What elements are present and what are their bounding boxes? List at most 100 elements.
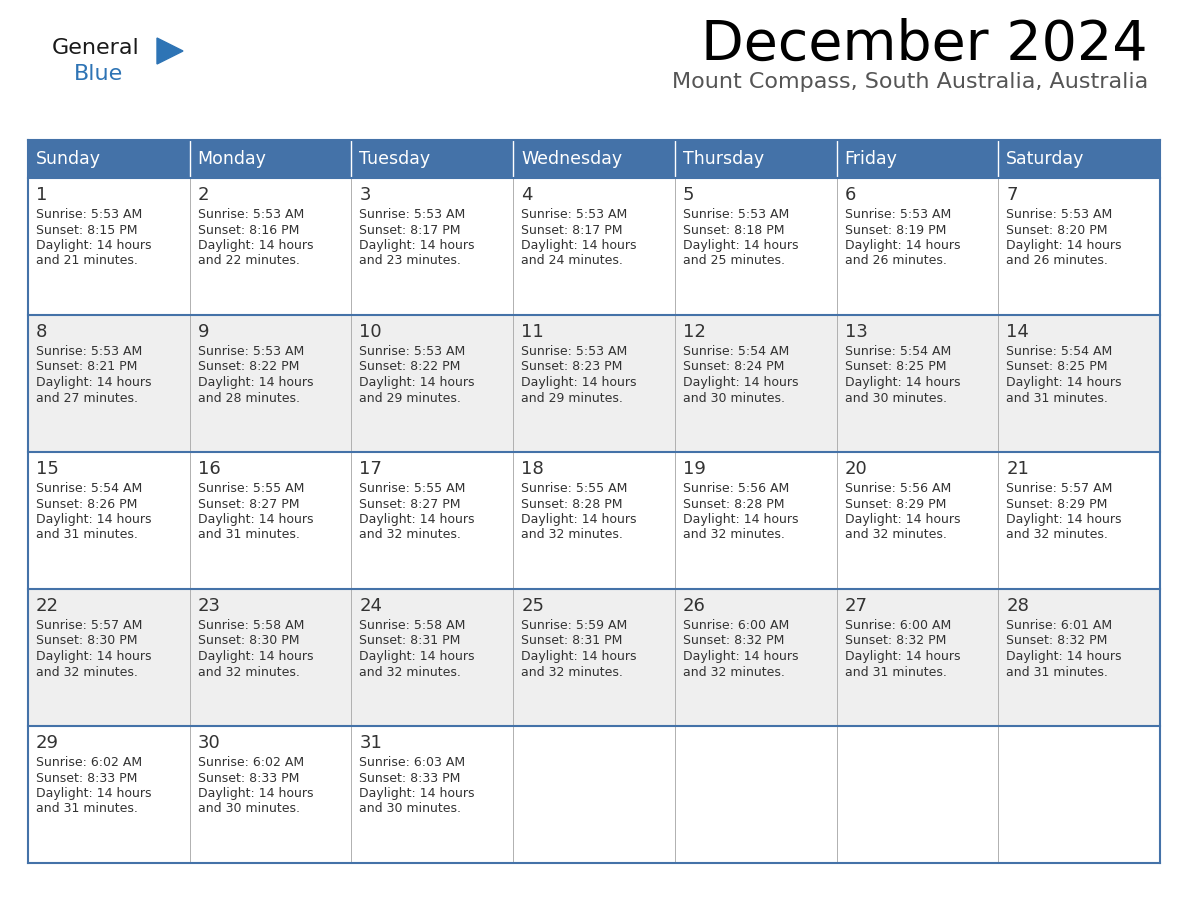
Text: 11: 11	[522, 323, 544, 341]
Text: Sunrise: 5:54 AM: Sunrise: 5:54 AM	[36, 482, 143, 495]
Polygon shape	[157, 38, 183, 64]
Text: Sunset: 8:25 PM: Sunset: 8:25 PM	[845, 361, 946, 374]
Text: and 32 minutes.: and 32 minutes.	[197, 666, 299, 678]
Text: Daylight: 14 hours: Daylight: 14 hours	[1006, 650, 1121, 663]
Text: Sunrise: 6:02 AM: Sunrise: 6:02 AM	[197, 756, 304, 769]
Text: Sunrise: 5:56 AM: Sunrise: 5:56 AM	[683, 482, 789, 495]
Text: 19: 19	[683, 460, 706, 478]
Text: and 32 minutes.: and 32 minutes.	[683, 666, 785, 678]
Text: Sunrise: 5:57 AM: Sunrise: 5:57 AM	[1006, 482, 1113, 495]
Text: Daylight: 14 hours: Daylight: 14 hours	[197, 239, 314, 252]
Text: Sunrise: 6:03 AM: Sunrise: 6:03 AM	[360, 756, 466, 769]
Text: Sunset: 8:31 PM: Sunset: 8:31 PM	[360, 634, 461, 647]
Text: Daylight: 14 hours: Daylight: 14 hours	[36, 376, 152, 389]
Text: Daylight: 14 hours: Daylight: 14 hours	[197, 376, 314, 389]
Text: 3: 3	[360, 186, 371, 204]
Text: Daylight: 14 hours: Daylight: 14 hours	[845, 513, 960, 526]
Text: Daylight: 14 hours: Daylight: 14 hours	[683, 513, 798, 526]
Text: Sunset: 8:32 PM: Sunset: 8:32 PM	[1006, 634, 1107, 647]
Text: Sunset: 8:15 PM: Sunset: 8:15 PM	[36, 223, 138, 237]
Text: 16: 16	[197, 460, 221, 478]
Bar	[29, 315, 1159, 452]
Text: 9: 9	[197, 323, 209, 341]
Text: and 29 minutes.: and 29 minutes.	[522, 391, 623, 405]
Text: Sunset: 8:27 PM: Sunset: 8:27 PM	[197, 498, 299, 510]
Text: Sunset: 8:32 PM: Sunset: 8:32 PM	[683, 634, 784, 647]
Bar	[29, 452, 1159, 589]
Text: Sunrise: 5:54 AM: Sunrise: 5:54 AM	[1006, 345, 1112, 358]
Text: Monday: Monday	[197, 150, 266, 168]
Text: and 26 minutes.: and 26 minutes.	[845, 254, 947, 267]
Text: Friday: Friday	[845, 150, 897, 168]
Text: Sunrise: 6:02 AM: Sunrise: 6:02 AM	[36, 756, 143, 769]
Text: and 30 minutes.: and 30 minutes.	[197, 802, 299, 815]
Text: Daylight: 14 hours: Daylight: 14 hours	[36, 513, 152, 526]
Text: 24: 24	[360, 597, 383, 615]
Text: 5: 5	[683, 186, 694, 204]
Text: 14: 14	[1006, 323, 1029, 341]
Text: and 32 minutes.: and 32 minutes.	[360, 666, 461, 678]
Text: and 24 minutes.: and 24 minutes.	[522, 254, 623, 267]
Text: Sunset: 8:33 PM: Sunset: 8:33 PM	[197, 771, 299, 785]
Text: Sunset: 8:30 PM: Sunset: 8:30 PM	[197, 634, 299, 647]
Text: Thursday: Thursday	[683, 150, 764, 168]
Text: Daylight: 14 hours: Daylight: 14 hours	[360, 239, 475, 252]
Text: and 32 minutes.: and 32 minutes.	[36, 666, 138, 678]
Text: and 31 minutes.: and 31 minutes.	[197, 529, 299, 542]
Text: Daylight: 14 hours: Daylight: 14 hours	[522, 513, 637, 526]
Text: 2: 2	[197, 186, 209, 204]
Text: Sunset: 8:17 PM: Sunset: 8:17 PM	[522, 223, 623, 237]
Text: Sunset: 8:22 PM: Sunset: 8:22 PM	[360, 361, 461, 374]
Text: 30: 30	[197, 734, 221, 752]
Text: Tuesday: Tuesday	[360, 150, 430, 168]
Text: Sunrise: 5:53 AM: Sunrise: 5:53 AM	[845, 208, 950, 221]
Text: General: General	[52, 38, 140, 58]
Text: and 23 minutes.: and 23 minutes.	[360, 254, 461, 267]
Text: Daylight: 14 hours: Daylight: 14 hours	[845, 650, 960, 663]
Bar	[190, 140, 352, 178]
Text: and 30 minutes.: and 30 minutes.	[683, 391, 785, 405]
Text: Blue: Blue	[74, 64, 124, 84]
Text: 10: 10	[360, 323, 383, 341]
Text: Sunrise: 5:57 AM: Sunrise: 5:57 AM	[36, 619, 143, 632]
Text: Daylight: 14 hours: Daylight: 14 hours	[360, 376, 475, 389]
Text: 21: 21	[1006, 460, 1029, 478]
Text: Sunrise: 5:55 AM: Sunrise: 5:55 AM	[522, 482, 627, 495]
Text: Sunset: 8:18 PM: Sunset: 8:18 PM	[683, 223, 784, 237]
Text: and 30 minutes.: and 30 minutes.	[360, 802, 461, 815]
Text: and 28 minutes.: and 28 minutes.	[197, 391, 299, 405]
Text: Sunrise: 6:00 AM: Sunrise: 6:00 AM	[683, 619, 789, 632]
Text: 23: 23	[197, 597, 221, 615]
Text: Sunset: 8:28 PM: Sunset: 8:28 PM	[522, 498, 623, 510]
Text: Sunrise: 5:53 AM: Sunrise: 5:53 AM	[360, 208, 466, 221]
Text: Sunset: 8:31 PM: Sunset: 8:31 PM	[522, 634, 623, 647]
Text: Sunrise: 5:53 AM: Sunrise: 5:53 AM	[522, 345, 627, 358]
Text: Daylight: 14 hours: Daylight: 14 hours	[36, 239, 152, 252]
Text: Sunrise: 5:58 AM: Sunrise: 5:58 AM	[197, 619, 304, 632]
Text: Saturday: Saturday	[1006, 150, 1085, 168]
Text: Sunset: 8:29 PM: Sunset: 8:29 PM	[1006, 498, 1107, 510]
Text: Daylight: 14 hours: Daylight: 14 hours	[360, 513, 475, 526]
Text: Daylight: 14 hours: Daylight: 14 hours	[1006, 239, 1121, 252]
Text: 18: 18	[522, 460, 544, 478]
Text: and 31 minutes.: and 31 minutes.	[845, 666, 947, 678]
Text: Sunrise: 5:53 AM: Sunrise: 5:53 AM	[1006, 208, 1112, 221]
Text: Sunset: 8:25 PM: Sunset: 8:25 PM	[1006, 361, 1107, 374]
Text: Sunrise: 5:59 AM: Sunrise: 5:59 AM	[522, 619, 627, 632]
Text: and 29 minutes.: and 29 minutes.	[360, 391, 461, 405]
Text: 26: 26	[683, 597, 706, 615]
Text: and 21 minutes.: and 21 minutes.	[36, 254, 138, 267]
Text: and 31 minutes.: and 31 minutes.	[1006, 391, 1108, 405]
Text: Sunrise: 5:54 AM: Sunrise: 5:54 AM	[845, 345, 950, 358]
Text: Wednesday: Wednesday	[522, 150, 623, 168]
Text: and 31 minutes.: and 31 minutes.	[1006, 666, 1108, 678]
Text: Daylight: 14 hours: Daylight: 14 hours	[522, 239, 637, 252]
Text: 29: 29	[36, 734, 59, 752]
Text: 28: 28	[1006, 597, 1029, 615]
Text: and 32 minutes.: and 32 minutes.	[683, 529, 785, 542]
Text: Sunrise: 5:53 AM: Sunrise: 5:53 AM	[360, 345, 466, 358]
Text: Daylight: 14 hours: Daylight: 14 hours	[197, 787, 314, 800]
Text: Sunset: 8:27 PM: Sunset: 8:27 PM	[360, 498, 461, 510]
Bar	[513, 140, 675, 178]
Text: Daylight: 14 hours: Daylight: 14 hours	[845, 376, 960, 389]
